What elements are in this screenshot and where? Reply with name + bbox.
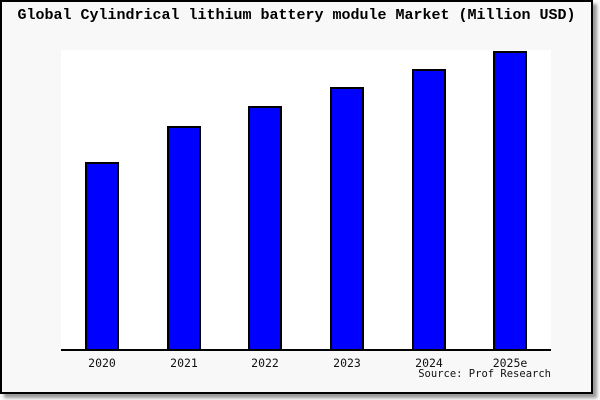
bar-2022 — [248, 106, 282, 349]
source-attribution: Source: Prof Research — [418, 368, 551, 380]
chart-card: Global Cylindrical lithium battery modul… — [0, 0, 593, 394]
chart-title: Global Cylindrical lithium battery modul… — [17, 7, 576, 24]
x-tick-label-2025e: 2025e — [492, 356, 528, 370]
bar-2025e — [493, 51, 527, 349]
bar-2020 — [85, 162, 119, 349]
x-tick-label-2022: 2022 — [251, 356, 279, 370]
x-tick-label-2024: 2024 — [415, 356, 443, 370]
x-axis: 2020 2021 2022 2023 2024 2025e — [2, 356, 591, 372]
x-tick-label-2021: 2021 — [170, 356, 198, 370]
bar-2024 — [412, 69, 446, 349]
bar-2023 — [330, 87, 364, 349]
x-tick-label-2023: 2023 — [333, 356, 361, 370]
x-tick-label-2020: 2020 — [88, 356, 116, 370]
bar-2021 — [167, 126, 201, 349]
plot-area — [61, 50, 551, 351]
